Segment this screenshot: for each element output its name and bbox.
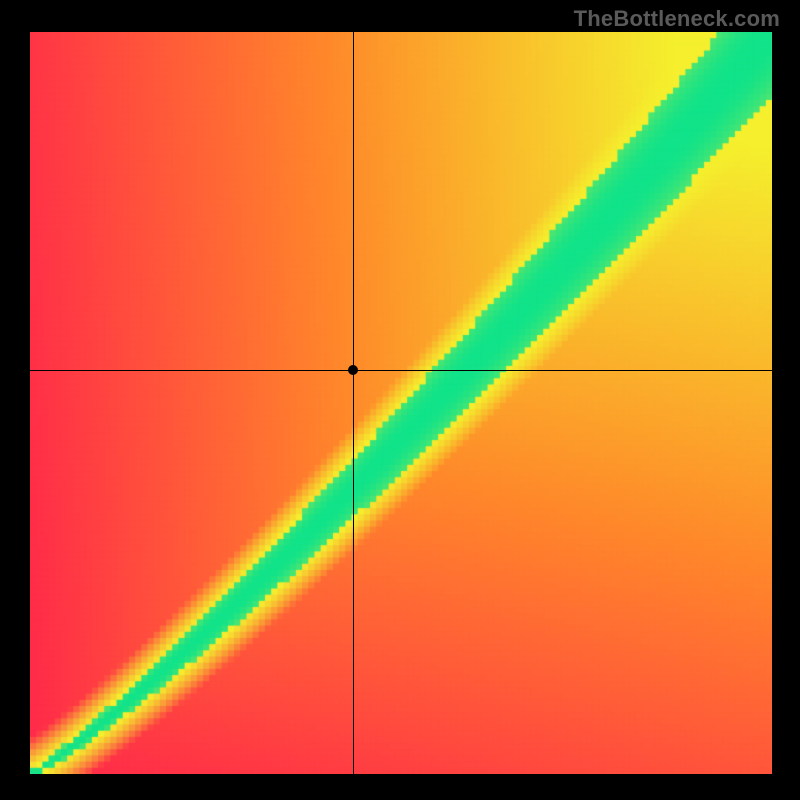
crosshair-horizontal — [30, 370, 772, 371]
crosshair-marker — [348, 365, 358, 375]
watermark-text: TheBottleneck.com — [574, 6, 780, 32]
crosshair-vertical — [353, 32, 354, 774]
heatmap-plot — [30, 32, 772, 774]
chart-container: TheBottleneck.com — [0, 0, 800, 800]
